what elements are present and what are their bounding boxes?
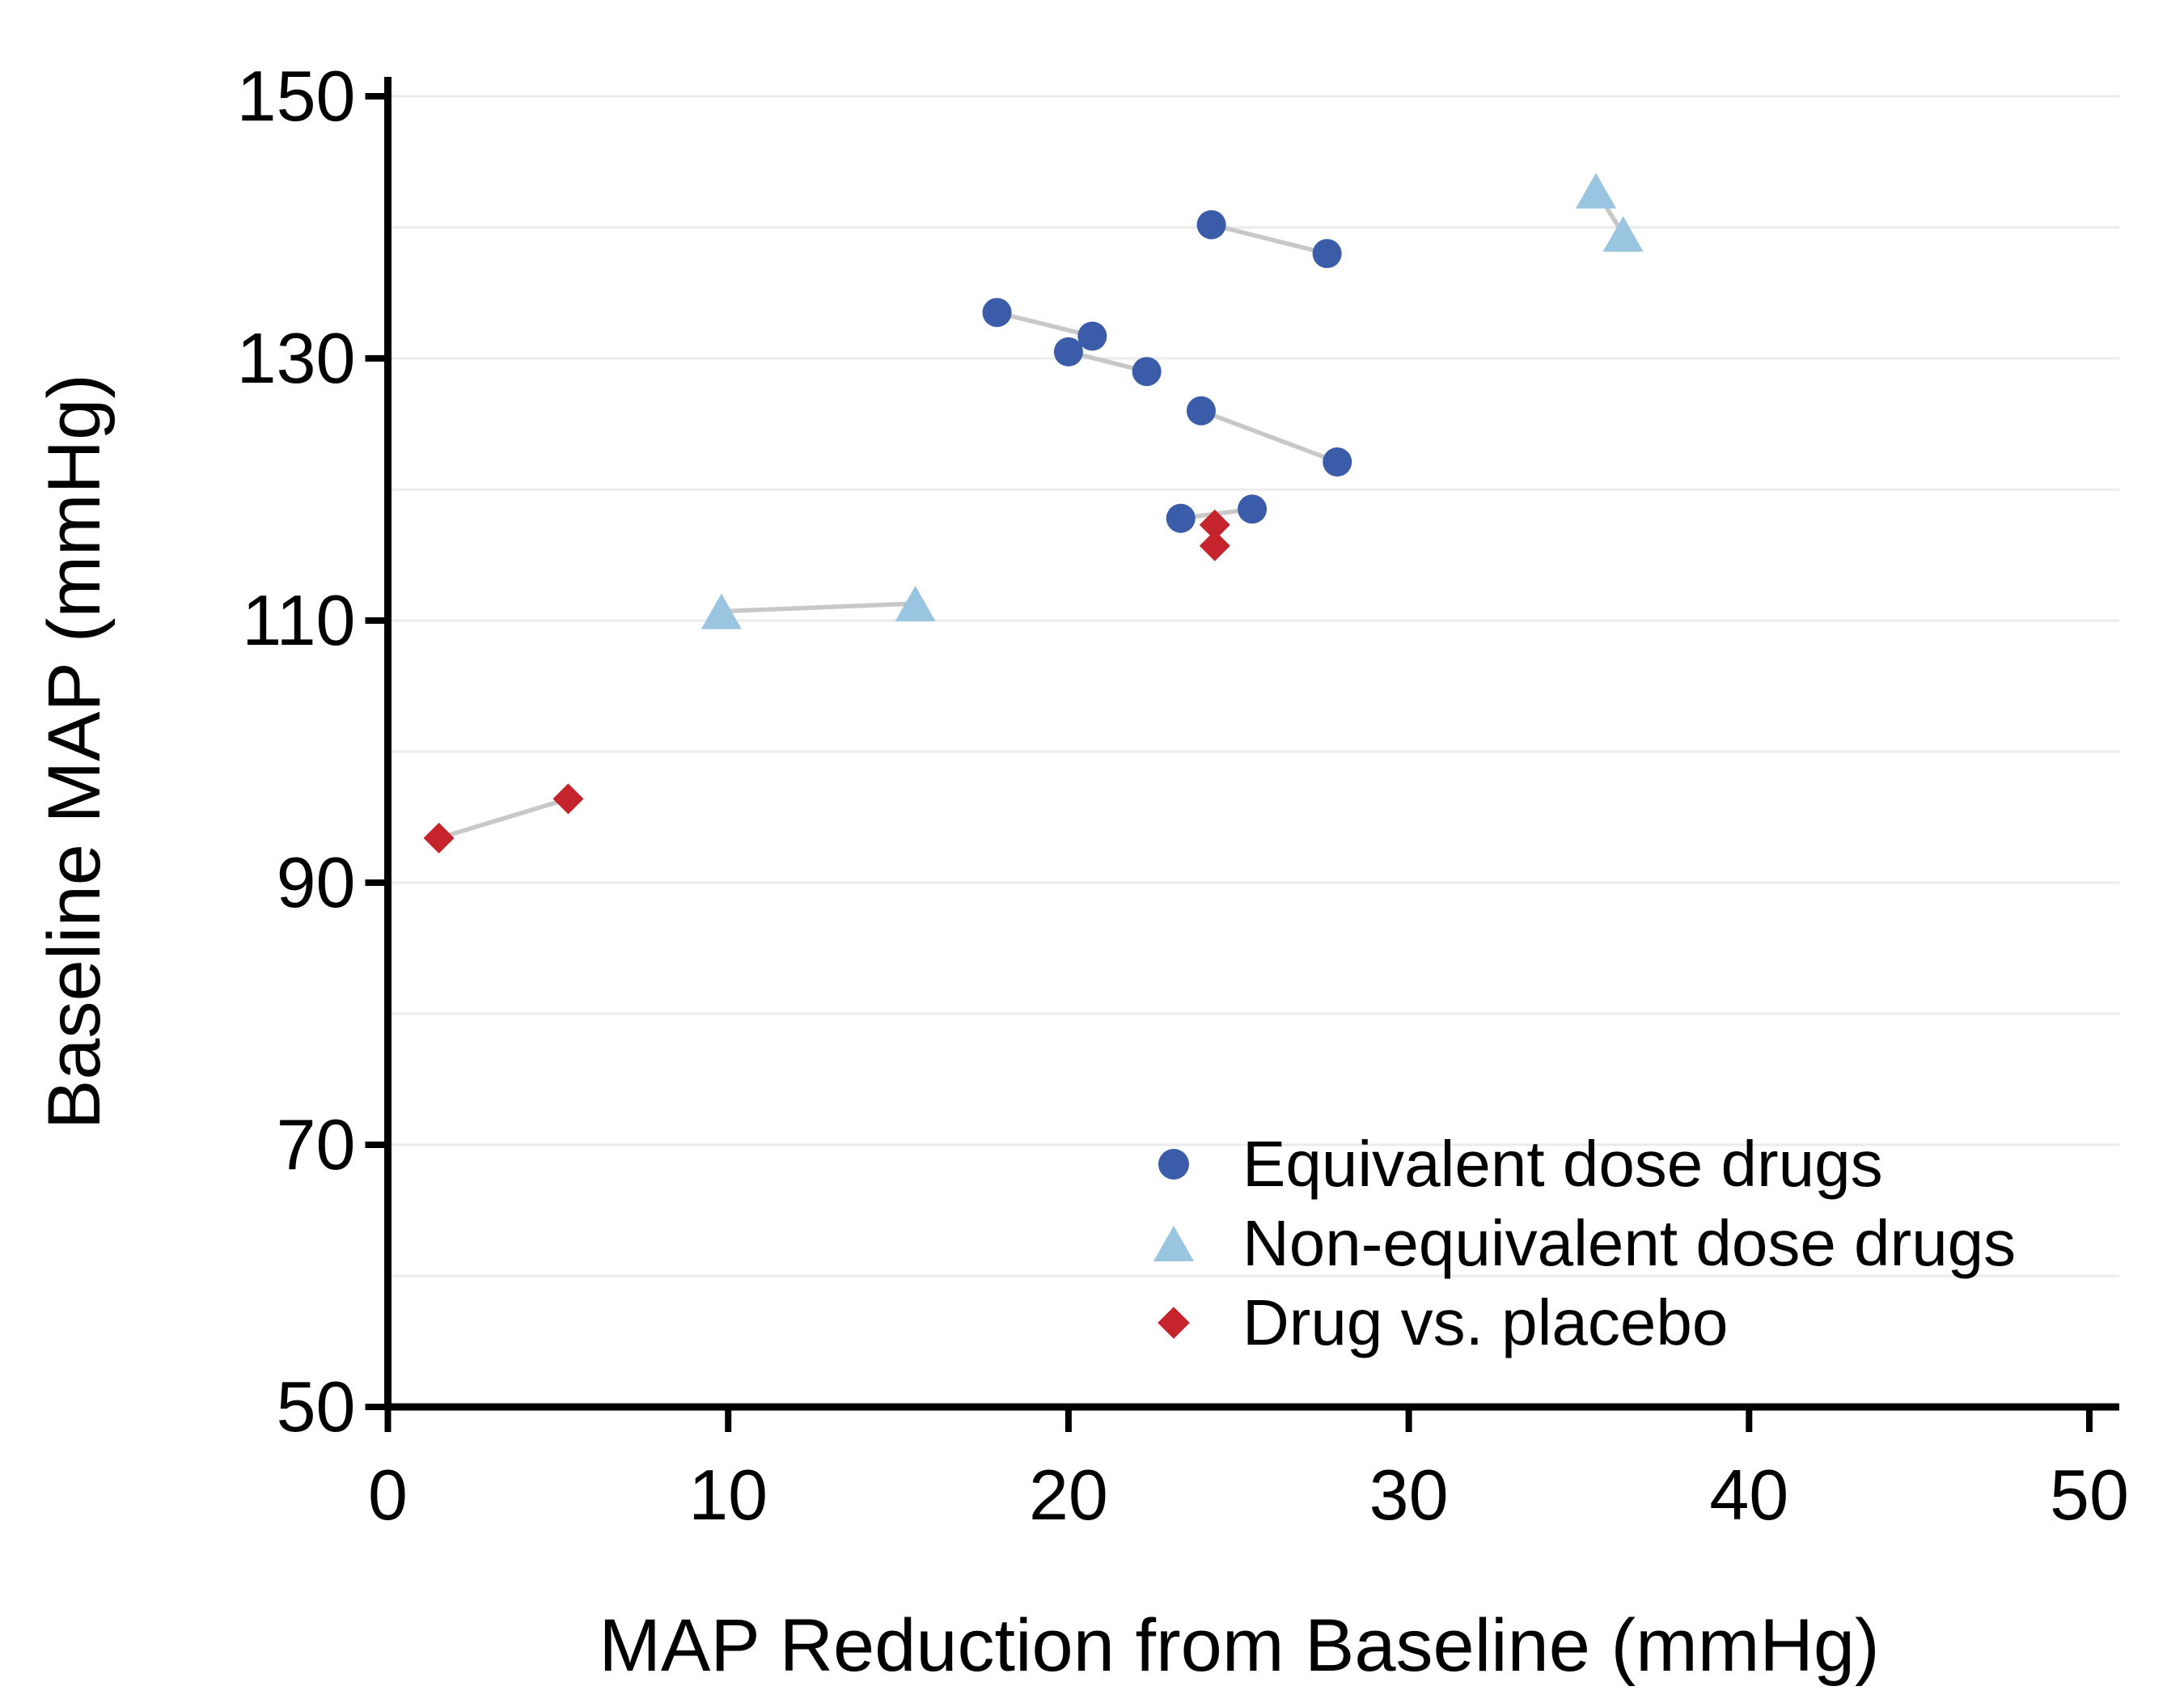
legend-label: Non-equivalent dose drugs xyxy=(1242,1207,2017,1279)
pair-connector-line xyxy=(1200,409,1339,464)
data-point-circle xyxy=(1238,494,1268,524)
data-point-circle xyxy=(1186,396,1216,426)
triangle-legend-marker-icon xyxy=(1153,1226,1194,1261)
x-tick-label: 10 xyxy=(688,1455,768,1535)
legend: Equivalent dose drugs Non-equivalent dose… xyxy=(1139,1125,2016,1362)
pair-connector-line xyxy=(721,601,916,614)
data-point-triangle xyxy=(895,585,936,621)
y-tick-label: 150 xyxy=(236,56,356,136)
y-tick-label: 110 xyxy=(242,580,356,660)
legend-item: Non-equivalent dose drugs xyxy=(1139,1204,2016,1283)
data-point-circle xyxy=(1132,357,1162,387)
x-tick-label: 20 xyxy=(1028,1455,1108,1535)
x-tick-label: 40 xyxy=(1709,1455,1789,1535)
y-tick-label: 70 xyxy=(276,1104,356,1184)
legend-label: Equivalent dose drugs xyxy=(1242,1128,1883,1200)
data-point-triangle xyxy=(1602,216,1644,252)
data-point-triangle xyxy=(700,593,742,629)
diamond-legend-marker-icon xyxy=(1158,1307,1190,1339)
pair-connector-line xyxy=(438,796,569,841)
legend-marker-cell xyxy=(1139,1149,1208,1180)
data-point-triangle xyxy=(1575,172,1616,209)
data-point-circle xyxy=(1312,239,1342,269)
pair-connector-line xyxy=(1210,222,1328,256)
legend-marker-cell xyxy=(1139,1307,1208,1339)
y-tick-label: 130 xyxy=(236,318,356,398)
x-tick-label: 30 xyxy=(1369,1455,1449,1535)
data-point-circle xyxy=(1053,337,1083,366)
legend-marker-cell xyxy=(1139,1226,1208,1261)
x-axis-title: MAP Reduction from Baseline (mmHg) xyxy=(599,1604,1880,1687)
legend-label: Drug vs. placebo xyxy=(1242,1286,1729,1358)
pair-connector-line xyxy=(996,310,1094,339)
x-tick-label: 50 xyxy=(2050,1455,2129,1535)
data-point-circle xyxy=(1323,447,1352,477)
y-axis-title: Baseline MAP (mmHg) xyxy=(33,374,116,1129)
data-point-circle xyxy=(1166,503,1196,533)
data-point-circle xyxy=(1196,210,1226,239)
x-tick-label: 0 xyxy=(368,1455,408,1535)
circle-legend-marker-icon xyxy=(1158,1149,1189,1180)
data-point-circle xyxy=(982,298,1012,328)
legend-item: Equivalent dose drugs xyxy=(1139,1125,2016,1204)
y-tick-label: 50 xyxy=(276,1366,356,1447)
data-point-diamond xyxy=(1199,530,1230,561)
data-point-diamond xyxy=(423,822,455,854)
data-point-diamond xyxy=(552,783,584,815)
y-tick-label: 90 xyxy=(276,842,356,922)
data-point-diamond xyxy=(1199,509,1230,540)
legend-item: Drug vs. placebo xyxy=(1139,1283,2016,1362)
data-point-circle xyxy=(1077,321,1107,351)
